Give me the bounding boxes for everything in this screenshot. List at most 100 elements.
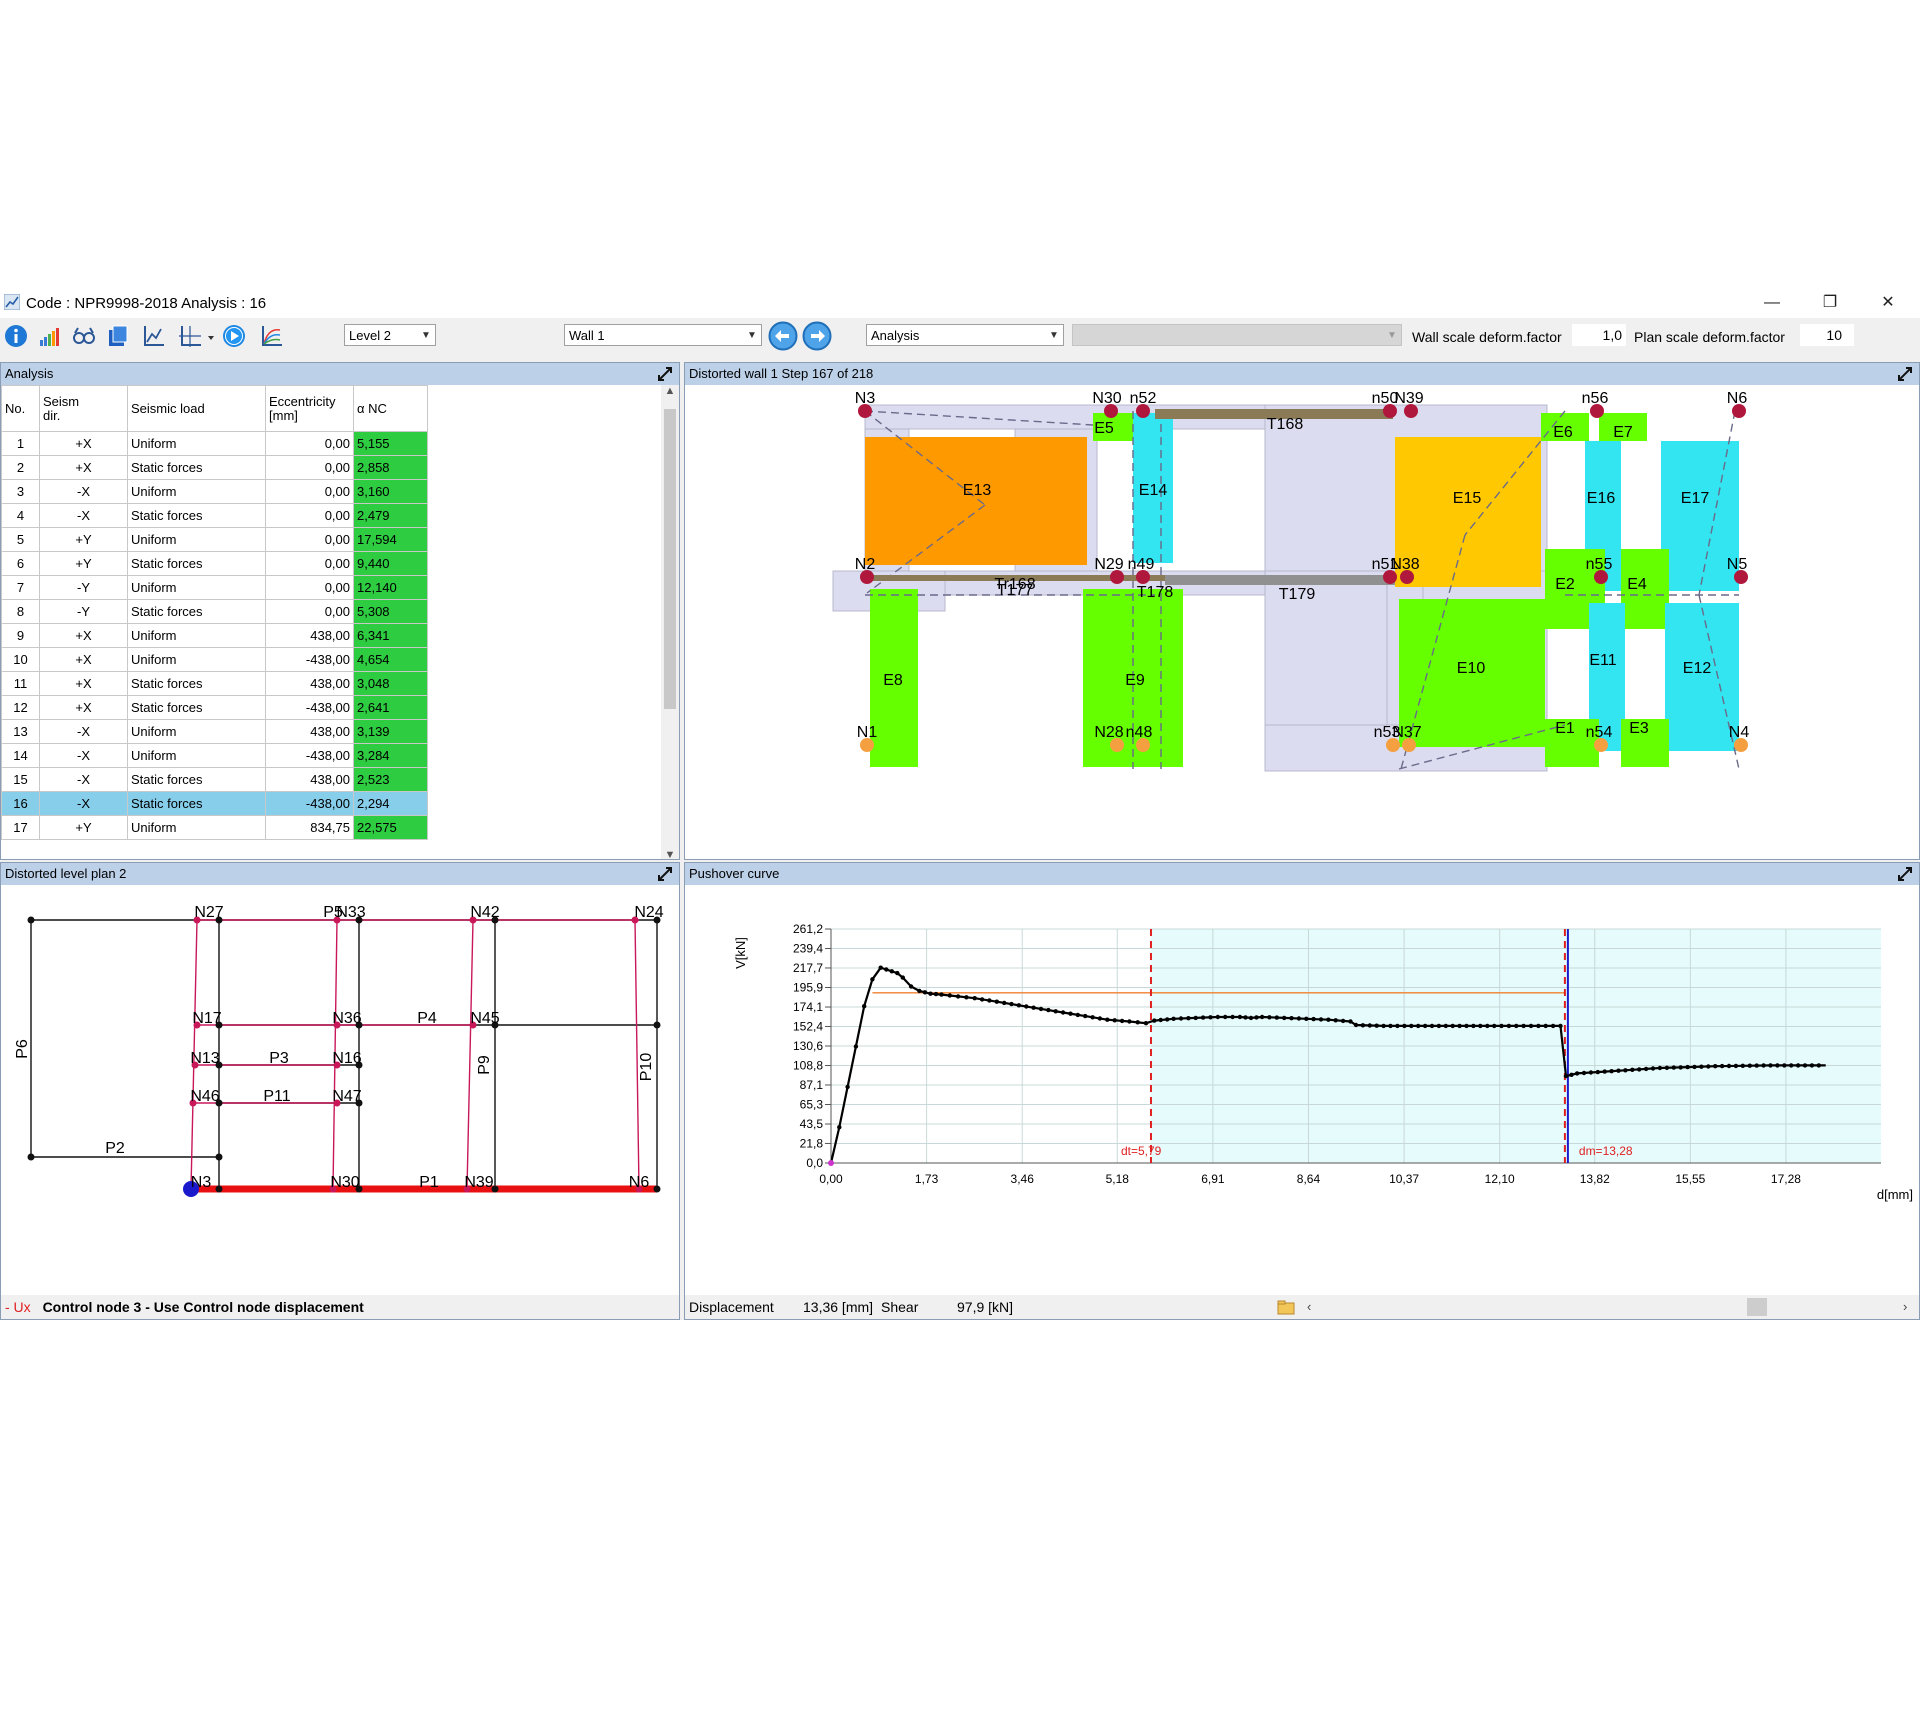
element-label: E14 [1139, 482, 1168, 499]
data-point [1105, 1017, 1110, 1022]
table-cell: Static forces [127, 791, 266, 816]
data-point [1230, 1014, 1235, 1020]
table-row[interactable]: 11 +X Static forces 438,00 3,048 [1, 671, 428, 696]
table-row[interactable]: 5 +Y Uniform 0,00 17,594 [1, 527, 428, 552]
node-label: N3 [855, 390, 876, 407]
maximize-icon[interactable] [657, 366, 673, 382]
maximize-icon[interactable] [1897, 866, 1913, 882]
column-header[interactable]: Eccentricity [mm] [265, 385, 354, 432]
data-point [1171, 1016, 1176, 1021]
data-point [1402, 1023, 1407, 1029]
data-point [1326, 1017, 1331, 1022]
data-point [1158, 1017, 1163, 1023]
data-point [933, 991, 939, 997]
scroll-left-icon[interactable]: ‹ [1307, 1299, 1312, 1314]
data-point [1038, 1006, 1044, 1012]
chart-line-icon[interactable] [142, 324, 166, 348]
table-row[interactable]: 7 -Y Uniform 0,00 12,140 [1, 575, 428, 600]
maximize-icon[interactable] [1897, 366, 1913, 382]
horizontal-scroll-thumb[interactable] [1747, 1298, 1767, 1316]
scroll-right-icon[interactable]: › [1903, 1299, 1908, 1314]
bar-chart-icon[interactable] [38, 324, 62, 348]
column-header[interactable]: Seism dir. [39, 385, 128, 432]
table-row[interactable]: 8 -Y Static forces 0,00 5,308 [1, 599, 428, 624]
close-button[interactable]: ✕ [1881, 294, 1895, 311]
data-point [1333, 1018, 1338, 1023]
table-row[interactable]: 17 +Y Uniform 834,75 22,575 [1, 815, 428, 840]
table-row[interactable]: 1 +X Uniform 0,00 5,155 [1, 431, 428, 456]
minimize-button[interactable]: — [1764, 294, 1780, 311]
node-label: N4 [1729, 724, 1750, 741]
scroll-up-icon[interactable]: ▲ [664, 385, 676, 397]
wall-scale-input[interactable]: 1,0 [1572, 324, 1626, 346]
plan-scale-input[interactable]: 10 [1800, 324, 1854, 346]
data-point [1789, 1063, 1794, 1068]
window-title: Code : NPR9998-2018 Analysis : 16 [26, 295, 267, 312]
scroll-thumb[interactable] [664, 409, 676, 709]
play-icon[interactable] [222, 324, 246, 348]
axes-dropdown-icon[interactable] [178, 324, 218, 348]
table-cell: 438,00 [265, 719, 354, 744]
table-row[interactable]: 6 +Y Static forces 0,00 9,440 [1, 551, 428, 576]
table-row[interactable]: 2 +X Static forces 0,00 2,858 [1, 455, 428, 480]
data-point [1097, 1016, 1103, 1021]
table-row[interactable]: 13 -X Uniform 438,00 3,139 [1, 719, 428, 744]
plan-node [27, 916, 35, 924]
data-point [1119, 1018, 1125, 1024]
export-icon[interactable] [106, 324, 130, 348]
table-cell: -X [39, 791, 128, 816]
mode-select[interactable]: Analysis ▼ [866, 324, 1064, 346]
plan-node [653, 916, 661, 924]
table-row[interactable]: 3 -X Uniform 0,00 3,160 [1, 479, 428, 504]
level-select[interactable]: Level 2 ▼ [344, 324, 436, 346]
table-row[interactable]: 14 -X Uniform -438,00 3,284 [1, 743, 428, 768]
column-header[interactable]: Seismic load [127, 385, 266, 432]
shear-label: Shear [881, 1299, 919, 1315]
table-cell: -438,00 [265, 695, 354, 720]
data-point [1588, 1070, 1594, 1075]
table-row[interactable]: 16 -X Static forces -438,00 2,294 [1, 791, 428, 816]
wall-element [1599, 413, 1647, 441]
restore-button[interactable]: ❐ [1822, 294, 1838, 311]
data-point [1521, 1023, 1526, 1029]
maximize-icon[interactable] [657, 866, 673, 882]
table-row[interactable]: 10 +X Uniform -438,00 4,654 [1, 647, 428, 672]
wall-select[interactable]: Wall 1 ▼ [564, 324, 762, 346]
table-row[interactable]: 4 -X Static forces 0,00 2,479 [1, 503, 428, 528]
previous-wall-button[interactable] [768, 321, 798, 351]
glasses-icon[interactable] [72, 324, 96, 348]
next-wall-button[interactable] [802, 321, 832, 351]
element-label: E6 [1553, 424, 1573, 441]
column-header[interactable]: No. [1, 385, 40, 432]
data-point [1367, 1023, 1372, 1028]
table-cell: Static forces [127, 599, 266, 624]
plan-label: N30 [330, 1174, 359, 1191]
folder-icon[interactable] [1277, 1299, 1295, 1315]
wall-node [1734, 570, 1748, 584]
plan-label: N16 [332, 1050, 361, 1067]
plan-node [191, 1061, 199, 1069]
vertical-scrollbar[interactable]: ▲ ▼ [661, 385, 679, 860]
x-tick-label: 8,64 [1297, 1172, 1321, 1186]
column-header[interactable]: α NC [353, 385, 428, 432]
info-icon[interactable] [4, 324, 28, 348]
plan-scale-label: Plan scale deform.factor [1634, 329, 1785, 345]
plan-label: P6 [14, 1039, 31, 1059]
scroll-down-icon[interactable]: ▼ [664, 849, 676, 860]
data-point [889, 969, 894, 974]
table-row[interactable]: 9 +X Uniform 438,00 6,341 [1, 623, 428, 648]
table-cell: 17 [1, 815, 40, 840]
data-point [1740, 1063, 1746, 1068]
curves-icon[interactable] [260, 324, 284, 348]
table-cell: +X [39, 431, 128, 456]
panel-title: Distorted wall 1 Step 167 of 218 [689, 366, 874, 381]
table-row[interactable]: 15 -X Static forces 438,00 2,523 [1, 767, 428, 792]
table-cell: +Y [39, 527, 128, 552]
node-label: n56 [1582, 390, 1609, 407]
y-tick-label: 152,4 [793, 1019, 823, 1033]
panel-title: Distorted level plan 2 [5, 866, 127, 881]
table-cell: 438,00 [265, 623, 354, 648]
table-cell: 6 [1, 551, 40, 576]
table-row[interactable]: 12 +X Static forces -438,00 2,641 [1, 695, 428, 720]
x-tick-label: 13,82 [1580, 1172, 1610, 1186]
